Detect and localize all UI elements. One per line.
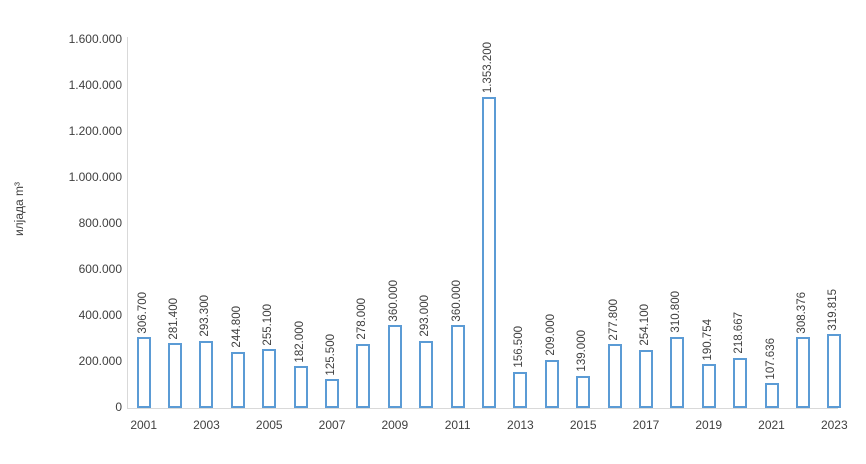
bar-value-label: 156.500 [513, 326, 526, 369]
y-tick-label: 1.400.000 [68, 78, 122, 92]
bar-value-label: 281.400 [168, 297, 181, 340]
bar-value-label: 310.800 [670, 290, 683, 333]
x-axis-line [127, 408, 838, 409]
bar-value-label: 209.000 [544, 314, 557, 356]
y-axis-line [127, 37, 128, 409]
bar [230, 351, 245, 408]
x-tick-label: 2005 [255, 418, 283, 432]
x-tick-label: 2021 [758, 418, 785, 432]
bar [513, 372, 528, 408]
bar-value-label: 244.800 [230, 306, 243, 348]
y-tick-label: 800.000 [78, 216, 122, 230]
y-tick-label: 1.000.000 [68, 170, 122, 184]
bar [387, 325, 402, 408]
bar [168, 343, 183, 408]
bar-value-label: 182.000 [293, 320, 306, 363]
bar [576, 376, 591, 408]
y-tick-label: 1.600.000 [68, 32, 122, 46]
bar [544, 359, 559, 408]
bar [450, 325, 465, 408]
bar [638, 349, 653, 408]
bar-value-label: 277.800 [607, 298, 620, 341]
bar-value-label: 190.754 [701, 318, 714, 361]
bar-value-label: 306.700 [136, 291, 149, 334]
bar [262, 349, 277, 408]
x-tick-label: 2007 [318, 418, 346, 432]
bar [733, 357, 748, 408]
bar-value-label: 293.300 [199, 294, 212, 337]
bar [795, 337, 810, 408]
bar-value-label: 125.500 [325, 333, 338, 376]
bar-value-label: 139.000 [576, 330, 589, 373]
y-axis-title: илјада m³ [12, 182, 26, 237]
bar [419, 340, 434, 408]
bar [607, 344, 622, 408]
y-tick-label: 600.000 [78, 262, 122, 276]
x-tick-label: 2001 [130, 418, 158, 432]
bar [827, 334, 842, 408]
bar [356, 344, 371, 408]
x-tick-label: 2017 [632, 418, 660, 432]
x-tick-label: 2009 [381, 418, 409, 432]
bar-value-label: 308.376 [795, 291, 808, 334]
bar-value-label: 319.815 [827, 288, 840, 331]
x-tick-label: 2003 [193, 418, 220, 432]
x-tick-label: 2019 [695, 418, 723, 432]
x-tick-label: 2011 [444, 418, 471, 432]
bar-value-label: 218.667 [733, 312, 746, 354]
bar-value-label: 255.100 [262, 303, 275, 346]
bar-value-label: 278.000 [356, 298, 369, 341]
x-tick-label: 2015 [569, 418, 597, 432]
bar-value-label: 360.000 [387, 279, 400, 322]
bar-value-label: 293.000 [419, 295, 432, 337]
bar-value-label: 254.100 [638, 303, 651, 346]
y-tick-label: 0 [115, 400, 122, 414]
bar-value-label: 107.636 [764, 337, 777, 380]
bar-value-label: 1.353.200 [482, 41, 494, 93]
bar [293, 366, 308, 408]
x-tick-label: 2023 [820, 418, 848, 432]
y-tick-label: 200.000 [78, 354, 122, 368]
bar [764, 383, 779, 408]
x-tick-label: 2013 [507, 418, 534, 432]
bar [701, 364, 716, 408]
bar [199, 340, 214, 408]
bar [482, 96, 496, 408]
bar [325, 379, 340, 408]
y-tick-label: 1.200.000 [68, 124, 122, 138]
y-tick-label: 400.000 [78, 308, 122, 322]
bar-value-label: 360.000 [450, 279, 463, 322]
bar [136, 337, 151, 408]
bar [670, 336, 685, 408]
